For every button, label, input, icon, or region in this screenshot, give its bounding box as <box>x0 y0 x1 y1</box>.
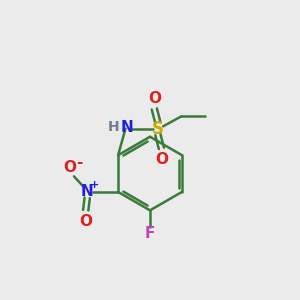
Text: +: + <box>90 180 99 190</box>
Text: F: F <box>145 226 155 242</box>
Text: O: O <box>79 214 92 230</box>
Text: O: O <box>63 160 76 175</box>
Text: N: N <box>81 184 94 200</box>
Text: -: - <box>76 155 83 170</box>
Text: O: O <box>148 91 161 106</box>
Text: H: H <box>108 120 119 134</box>
Text: N: N <box>121 120 133 135</box>
Text: S: S <box>152 120 164 138</box>
Text: O: O <box>155 152 168 167</box>
